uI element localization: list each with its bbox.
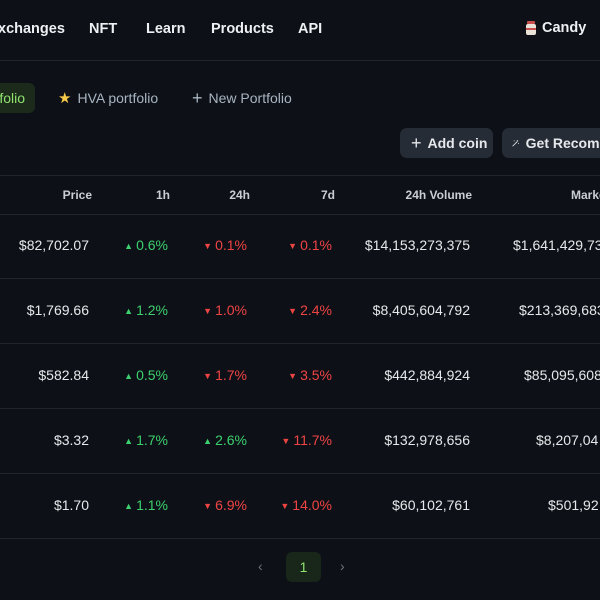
- nav-learn-link[interactable]: Learn: [146, 21, 186, 37]
- market-cap-cell: $213,369,683: [519, 302, 600, 318]
- new-portfolio-button[interactable]: + New Portfolio: [192, 83, 292, 113]
- change-7d-value: 11.7%: [293, 432, 332, 448]
- plus-icon: +: [411, 132, 422, 153]
- table-row[interactable]: $3.32 ▲ 1.7% ▲ 2.6% ▼ 11.7% $132,978,656 $8…: [0, 409, 600, 474]
- caret-up-icon: ▲: [124, 306, 134, 316]
- plus-icon: +: [192, 87, 203, 108]
- volume-cell: $60,102,761: [392, 497, 470, 513]
- volume-cell: $14,153,273,375: [364, 237, 470, 253]
- change-24h-value: 0.1%: [215, 237, 247, 253]
- new-portfolio-label: New Portfolio: [208, 90, 292, 106]
- change-24h-cell: ▼ 6.9%: [203, 497, 247, 513]
- get-recommendations-label: Get Recomm: [525, 135, 600, 151]
- change-24h-value: 2.6%: [215, 432, 247, 448]
- top-navigation: xchanges NFT Learn Products API Candy: [0, 0, 600, 61]
- change-24h-cell: ▲ 2.6%: [203, 432, 247, 448]
- add-coin-button[interactable]: + Add coin: [400, 128, 493, 158]
- star-icon: ★: [58, 90, 72, 107]
- tab-hva-portfolio-label: HVA portfolio: [77, 90, 159, 106]
- change-1h-cell: ▲ 0.6%: [124, 237, 168, 253]
- table-row[interactable]: $1.70 ▲ 1.1% ▼ 6.9% ▼ 14.0% $60,102,761 $50…: [0, 474, 600, 539]
- caret-down-icon: ▼: [280, 501, 290, 511]
- caret-down-icon: ▼: [288, 306, 298, 316]
- volume-cell: $8,405,604,792: [372, 302, 470, 318]
- caret-up-icon: ▲: [203, 436, 213, 446]
- market-cap-cell: $8,207,04: [536, 432, 599, 448]
- change-1h-cell: ▲ 0.5%: [124, 367, 168, 383]
- caret-down-icon: ▼: [203, 371, 213, 381]
- market-cap-cell: $85,095,608: [524, 367, 600, 383]
- caret-up-icon: ▲: [124, 501, 134, 511]
- table-row[interactable]: $82,702.07 ▲ 0.6% ▼ 0.1% ▼ 0.1% $14,153,273…: [0, 214, 600, 279]
- change-7d-value: 2.4%: [300, 302, 332, 318]
- change-7d-cell: ▼ 0.1%: [288, 237, 332, 253]
- header-7d[interactable]: 7d: [320, 188, 335, 202]
- volume-cell: $132,978,656: [384, 432, 470, 448]
- change-1h-value: 0.5%: [136, 367, 168, 383]
- change-1h-value: 1.7%: [136, 432, 168, 448]
- change-1h-value: 0.6%: [136, 237, 168, 253]
- caret-down-icon: ▼: [288, 371, 298, 381]
- price-cell: $1.70: [53, 497, 89, 513]
- change-24h-cell: ▼ 0.1%: [203, 237, 247, 253]
- caret-up-icon: ▲: [124, 371, 134, 381]
- caret-down-icon: ▼: [203, 241, 213, 251]
- change-7d-cell: ▼ 14.0%: [280, 497, 332, 513]
- price-cell: $582.84: [38, 367, 89, 383]
- change-1h-value: 1.1%: [136, 497, 168, 513]
- volume-cell: $442,884,924: [384, 367, 470, 383]
- market-cap-cell: $501,92: [548, 497, 599, 513]
- change-7d-value: 0.1%: [300, 237, 332, 253]
- header-24h[interactable]: 24h: [229, 188, 250, 202]
- header-market-cap[interactable]: Marke: [571, 188, 600, 202]
- price-cell: $1,769.66: [26, 302, 89, 318]
- header-24h-volume[interactable]: 24h Volume: [405, 188, 472, 202]
- market-cap-cell: $1,641,429,73: [513, 237, 600, 253]
- caret-up-icon: ▲: [124, 436, 134, 446]
- user-menu[interactable]: Candy: [524, 20, 586, 36]
- change-1h-cell: ▲ 1.7%: [124, 432, 168, 448]
- header-price[interactable]: Price: [62, 188, 92, 202]
- change-7d-cell: ▼ 11.7%: [281, 432, 332, 448]
- caret-down-icon: ▼: [281, 436, 291, 446]
- tab-my-portfolio-label: folio: [0, 90, 25, 106]
- change-1h-value: 1.2%: [136, 302, 168, 318]
- caret-down-icon: ▼: [288, 241, 298, 251]
- candy-icon: [526, 21, 536, 35]
- magic-wand-icon: [512, 139, 520, 147]
- change-24h-cell: ▼ 1.7%: [203, 367, 247, 383]
- table-row[interactable]: $582.84 ▲ 0.5% ▼ 1.7% ▼ 3.5% $442,884,924 $…: [0, 344, 600, 409]
- change-1h-cell: ▲ 1.1%: [124, 497, 168, 513]
- change-24h-value: 1.7%: [215, 367, 247, 383]
- change-1h-cell: ▲ 1.2%: [124, 302, 168, 318]
- tab-hva-portfolio[interactable]: ★ HVA portfolio: [58, 83, 158, 113]
- get-recommendations-button[interactable]: Get Recomm: [502, 128, 600, 158]
- tab-my-portfolio[interactable]: folio: [0, 83, 35, 113]
- page-1-button[interactable]: 1: [286, 552, 321, 582]
- price-cell: $82,702.07: [18, 237, 89, 253]
- caret-down-icon: ▼: [203, 501, 213, 511]
- nav-products-link[interactable]: Products: [211, 21, 274, 37]
- table-header: Price 1h 24h 7d 24h Volume Marke: [0, 175, 600, 215]
- chevron-left-icon[interactable]: ‹: [258, 558, 263, 574]
- pagination: ‹ 1 ›: [0, 552, 600, 582]
- change-24h-value: 1.0%: [215, 302, 247, 318]
- change-7d-value: 3.5%: [300, 367, 332, 383]
- change-24h-cell: ▼ 1.0%: [203, 302, 247, 318]
- user-name: Candy: [542, 20, 587, 36]
- change-7d-cell: ▼ 2.4%: [288, 302, 332, 318]
- nav-nft-link[interactable]: NFT: [89, 21, 118, 37]
- caret-up-icon: ▲: [124, 241, 134, 251]
- change-7d-cell: ▼ 3.5%: [288, 367, 332, 383]
- nav-api-link[interactable]: API: [298, 21, 323, 37]
- chevron-right-icon[interactable]: ›: [340, 558, 345, 574]
- nav-exchanges-link[interactable]: xchanges: [0, 21, 65, 37]
- add-coin-label: Add coin: [427, 135, 488, 151]
- change-24h-value: 6.9%: [215, 497, 247, 513]
- price-cell: $3.32: [53, 432, 89, 448]
- change-7d-value: 14.0%: [292, 497, 332, 513]
- table-row[interactable]: $1,769.66 ▲ 1.2% ▼ 1.0% ▼ 2.4% $8,405,604,7…: [0, 279, 600, 344]
- caret-down-icon: ▼: [203, 306, 213, 316]
- header-1h[interactable]: 1h: [155, 188, 170, 202]
